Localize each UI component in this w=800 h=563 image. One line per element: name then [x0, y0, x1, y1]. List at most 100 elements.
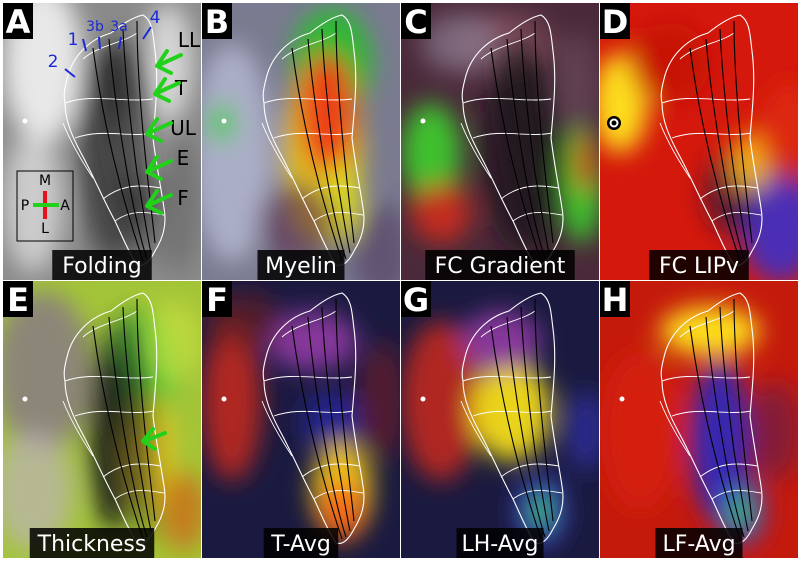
area-border — [671, 132, 752, 139]
region-label-e: E — [177, 146, 190, 170]
area-boundary-line — [705, 38, 745, 260]
area-border — [699, 463, 759, 478]
region-label-t: T — [174, 76, 188, 100]
panel-caption: Folding — [62, 254, 141, 279]
panel-letter-background — [202, 3, 232, 39]
green-arrow-icon — [145, 155, 173, 181]
area-label-tick — [118, 36, 122, 50]
panel-letter-background — [401, 281, 431, 317]
area-border — [711, 211, 762, 222]
area-boundary-line — [307, 38, 347, 260]
green-arrow-icon — [153, 77, 181, 103]
parcel-outline — [660, 14, 763, 267]
green-arrow-icon — [141, 427, 167, 451]
area-border — [512, 489, 563, 500]
area-boundary-line — [490, 325, 542, 540]
area-border — [64, 97, 154, 104]
area-border — [313, 489, 364, 500]
area-boundary-line — [506, 316, 546, 538]
area-boundary-line — [136, 20, 156, 244]
orientation-label-a: A — [60, 198, 70, 214]
area-label-4: 4 — [150, 8, 161, 28]
area-boundary-line — [136, 298, 156, 522]
panel-d: D FC LIPv — [600, 3, 798, 280]
area-border — [462, 97, 552, 104]
area-boundary-line — [122, 28, 152, 254]
area-label-tick — [82, 38, 87, 52]
region-label-f: F — [177, 186, 189, 210]
area-border — [679, 32, 735, 60]
area-label-tick — [98, 36, 101, 50]
area-boundary-line — [689, 325, 741, 540]
panel-caption: T-Avg — [270, 532, 331, 557]
area-boundary-line — [520, 306, 550, 532]
area-border — [82, 32, 138, 60]
area-boundary-line — [733, 298, 753, 522]
panel-caption: FC Gradient — [435, 254, 566, 279]
area-boundary-line — [733, 20, 753, 244]
area-border — [472, 132, 553, 139]
area-boundary-line — [291, 47, 343, 262]
panel-letter: G — [403, 281, 429, 319]
area-label-1: 1 — [68, 30, 79, 50]
area-boundary-line — [321, 28, 351, 254]
area-border — [313, 211, 364, 222]
panel-letter: B — [205, 3, 229, 41]
panel-c: C FC Gradient — [401, 3, 599, 280]
caption-background — [456, 528, 544, 558]
caption-background — [257, 250, 345, 280]
caption-background — [425, 250, 575, 280]
area-boundary-line — [291, 325, 343, 540]
area-border — [114, 489, 165, 500]
area-boundary-line — [108, 316, 148, 538]
area-border — [301, 463, 361, 478]
panel-letter: C — [404, 3, 427, 41]
area-label-3b: 3b — [86, 19, 104, 35]
reference-dot — [420, 396, 426, 402]
panel-caption: LH-Avg — [462, 532, 539, 557]
panel-b: B Myelin — [202, 3, 400, 280]
parcel-outline — [262, 292, 365, 545]
reference-dot — [22, 118, 28, 124]
area-border — [263, 97, 353, 104]
reference-dot — [221, 118, 227, 124]
area-border — [281, 310, 337, 338]
panel-letter: E — [7, 281, 29, 319]
area-border — [659, 400, 691, 457]
green-arrow-icon — [155, 49, 183, 75]
panel-letter: D — [602, 3, 629, 41]
panel-letter-background — [3, 281, 33, 317]
area-border — [661, 97, 751, 104]
panel-caption: FC LIPv — [659, 254, 739, 279]
panel-letter-background — [3, 3, 33, 39]
area-border — [460, 400, 492, 457]
parcel-outline — [63, 14, 166, 267]
region-label-ll: LL — [178, 28, 201, 52]
area-border — [679, 310, 735, 338]
area-border — [273, 132, 354, 139]
area-boundary-line — [719, 28, 749, 254]
area-border — [480, 32, 536, 60]
panel-letter-background — [401, 3, 431, 39]
orientation-label-p: P — [21, 198, 29, 214]
reference-dot — [420, 118, 426, 124]
reference-dot — [22, 396, 28, 402]
reference-dot — [619, 396, 625, 402]
orientation-label-m: M — [39, 173, 51, 189]
panel-letter: A — [6, 3, 31, 41]
green-arrow-icon — [145, 189, 173, 215]
area-border — [460, 122, 492, 179]
area-border — [480, 310, 536, 338]
area-label-3a: 3a — [110, 19, 128, 35]
area-boundary-line — [108, 38, 148, 260]
caption-background — [655, 528, 743, 558]
area-boundary-line — [92, 325, 144, 540]
panel-caption: LF-Avg — [662, 532, 735, 557]
area-border — [273, 410, 354, 417]
panel-caption: Myelin — [265, 254, 337, 279]
area-boundary-line — [335, 298, 355, 522]
area-boundary-line — [520, 28, 550, 254]
area-boundary-line — [689, 47, 741, 262]
panel-h: H LF-Avg — [600, 281, 798, 558]
